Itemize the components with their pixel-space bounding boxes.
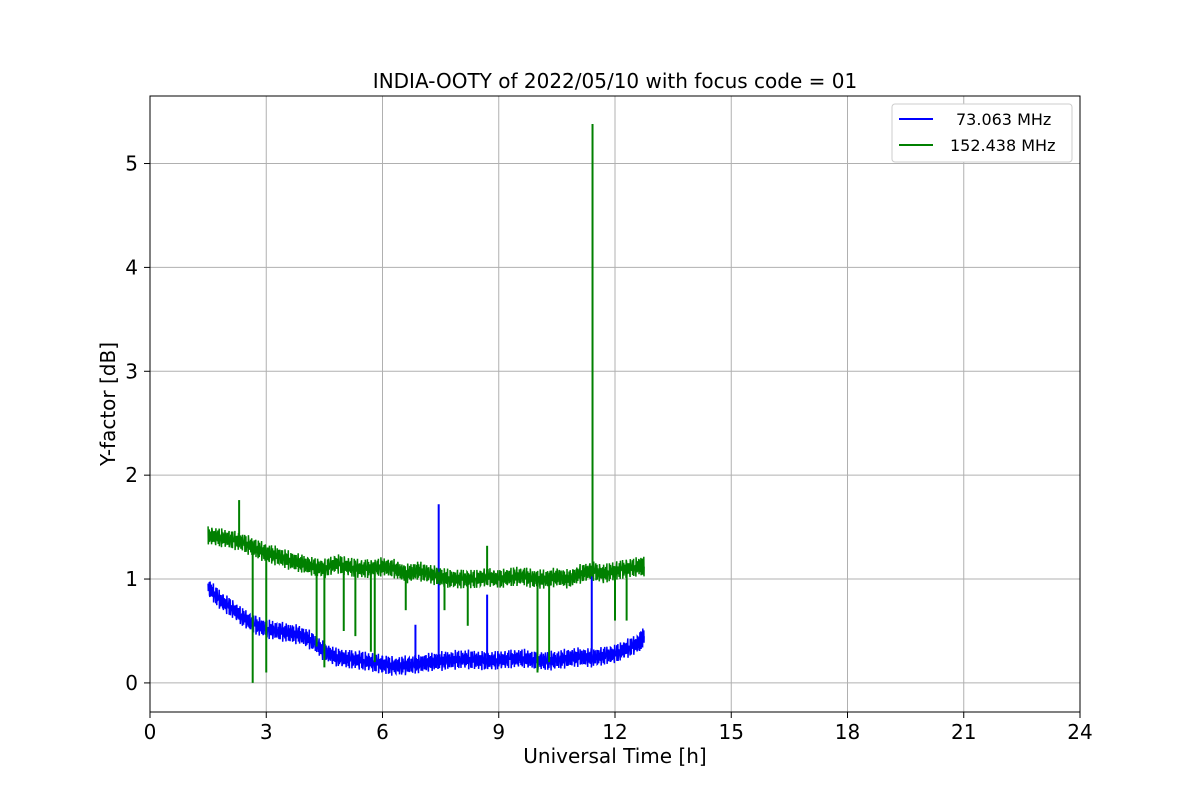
y-tick-label: 1: [125, 567, 138, 591]
x-axis: 0 3 6 9 12 15 18 21 24: [144, 712, 1093, 744]
y-tick-label: 4: [125, 255, 138, 279]
x-tick-label: 12: [602, 720, 627, 744]
x-tick-label: 21: [951, 720, 976, 744]
x-tick-label: 6: [376, 720, 389, 744]
chart-title: INDIA-OOTY of 2022/05/10 with focus code…: [373, 69, 857, 93]
x-tick-label: 9: [492, 720, 505, 744]
series-layer: [207, 124, 645, 683]
legend-box: [891, 103, 1073, 163]
x-tick-label: 3: [260, 720, 273, 744]
y-tick-label: 0: [125, 671, 138, 695]
x-axis-label: Universal Time [h]: [523, 744, 706, 768]
grid: [149, 96, 1081, 712]
y-axis: 0 1 2 3 4 5: [125, 152, 150, 695]
series-line: [207, 526, 645, 589]
series-1: [207, 124, 645, 683]
y-tick-label: 3: [125, 359, 138, 383]
legend-label-73mhz: 73.063 MHz: [956, 110, 1051, 129]
series-0: [207, 504, 645, 677]
series-line: [207, 581, 645, 677]
x-tick-label: 15: [719, 720, 744, 744]
legend-label-152mhz: 152.438 MHz: [950, 136, 1055, 155]
x-tick-label: 0: [144, 720, 157, 744]
y-tick-label: 2: [125, 463, 138, 487]
legend: 73.063 MHz 152.438 MHz: [891, 103, 1073, 163]
y-axis-label: Y-factor [dB]: [96, 342, 120, 467]
y-tick-label: 5: [125, 152, 138, 176]
x-tick-label: 18: [835, 720, 860, 744]
x-tick-label: 24: [1067, 720, 1092, 744]
